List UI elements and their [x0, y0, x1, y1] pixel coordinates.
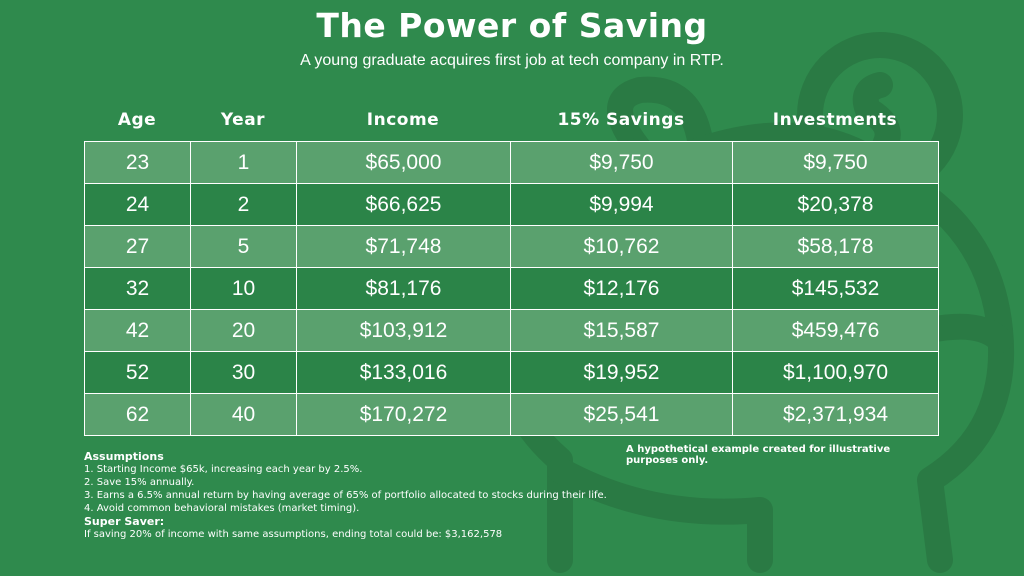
cell-income: $133,016 — [296, 351, 511, 394]
page-subtitle: A young graduate acquires first job at t… — [300, 52, 724, 69]
column-header-savings: 15% Savings — [557, 110, 685, 130]
cell-age: 52 — [84, 351, 191, 394]
cell-savings: $9,994 — [510, 183, 733, 226]
cell-age: 23 — [84, 141, 191, 184]
cell-investments: $2,371,934 — [732, 393, 939, 436]
cell-savings: $25,541 — [510, 393, 733, 436]
table-row: 42 20 $103,912 $15,587 $459,476 — [84, 309, 939, 352]
table-row: 27 5 $71,748 $10,762 $58,178 — [84, 225, 939, 268]
cell-age: 24 — [84, 183, 191, 226]
table-row: 62 40 $170,272 $25,541 $2,371,934 — [84, 393, 939, 436]
column-header-income: Income — [366, 110, 440, 130]
cell-savings: $15,587 — [510, 309, 733, 352]
cell-investments: $1,100,970 — [732, 351, 939, 394]
table-row: 23 1 $65,000 $9,750 $9,750 — [84, 141, 939, 184]
column-header-year: Year — [220, 110, 266, 130]
cell-year: 10 — [190, 267, 297, 310]
cell-savings: $19,952 — [510, 351, 733, 394]
cell-year: 5 — [190, 225, 297, 268]
cell-year: 20 — [190, 309, 297, 352]
table-row: 24 2 $66,625 $9,994 $20,378 — [84, 183, 939, 226]
cell-investments: $9,750 — [732, 141, 939, 184]
assumption-item: 2. Save 15% annually. — [84, 477, 195, 488]
disclaimer: A hypothetical example created for illus… — [626, 444, 891, 466]
table-row: 52 30 $133,016 $19,952 $1,100,970 — [84, 351, 939, 394]
table-row: 32 10 $81,176 $12,176 $145,532 — [84, 267, 939, 310]
cell-income: $71,748 — [296, 225, 511, 268]
page-title: The Power of Saving — [316, 6, 708, 45]
cell-year: 1 — [190, 141, 297, 184]
cell-investments: $145,532 — [732, 267, 939, 310]
cell-income: $65,000 — [296, 141, 511, 184]
cell-income: $170,272 — [296, 393, 511, 436]
cell-income: $103,912 — [296, 309, 511, 352]
cell-investments: $20,378 — [732, 183, 939, 226]
assumption-item: 3. Earns a 6.5% annual return by having … — [84, 490, 607, 501]
table-header: Age Year Income 15% Savings Investments — [84, 110, 938, 134]
column-header-investments: Investments — [772, 110, 898, 130]
cell-income: $66,625 — [296, 183, 511, 226]
cell-savings: $10,762 — [510, 225, 733, 268]
cell-year: 30 — [190, 351, 297, 394]
cell-age: 62 — [84, 393, 191, 436]
cell-age: 27 — [84, 225, 191, 268]
cell-savings: $9,750 — [510, 141, 733, 184]
super-saver-heading: Super Saver: — [84, 515, 165, 528]
assumptions-block: Assumptions 1. Starting Income $65k, inc… — [84, 450, 644, 541]
super-saver-text: If saving 20% of income with same assump… — [84, 529, 503, 540]
cell-age: 42 — [84, 309, 191, 352]
column-header-age: Age — [117, 110, 157, 130]
cell-age: 32 — [84, 267, 191, 310]
cell-year: 2 — [190, 183, 297, 226]
cell-year: 40 — [190, 393, 297, 436]
assumptions-heading: Assumptions — [84, 450, 164, 463]
assumption-item: 4. Avoid common behavioral mistakes (mar… — [84, 503, 360, 514]
cell-income: $81,176 — [296, 267, 511, 310]
cell-savings: $12,176 — [510, 267, 733, 310]
savings-table: 23 1 $65,000 $9,750 $9,750 24 2 $66,625 … — [84, 141, 939, 436]
cell-investments: $459,476 — [732, 309, 939, 352]
cell-investments: $58,178 — [732, 225, 939, 268]
assumption-item: 1. Starting Income $65k, increasing each… — [84, 464, 363, 475]
